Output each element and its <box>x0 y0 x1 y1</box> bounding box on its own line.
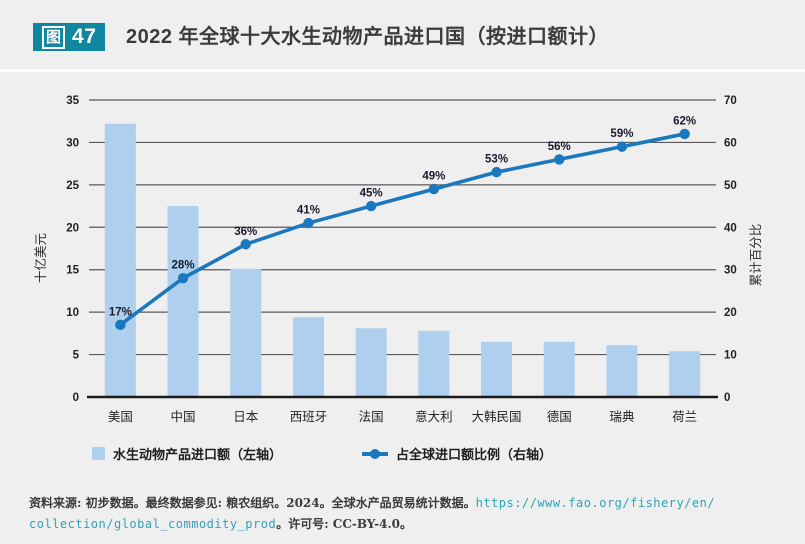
svg-text:20: 20 <box>724 307 737 319</box>
svg-text:10: 10 <box>66 307 79 319</box>
svg-text:大韩民国: 大韩民国 <box>472 409 522 424</box>
chart-svg: 0 5 10 15 20 25 30 35 0 10 20 30 40 50 60 70 美国 中国 日本 西班牙 法国… <box>33 95 763 424</box>
source-text-suffix: 。许可号: CC-BY-4.0。 <box>276 517 413 531</box>
source-text-prefix: 资料来源: 初步数据。最终数据参见: 粮农组织。2024。全球水产品贸易统计数据… <box>29 496 476 510</box>
bar-swatch-icon <box>92 447 105 460</box>
svg-text:49%: 49% <box>422 171 445 183</box>
svg-text:50: 50 <box>724 180 737 192</box>
svg-text:36%: 36% <box>234 226 257 238</box>
svg-text:累计百分比: 累计百分比 <box>749 224 763 287</box>
svg-text:40: 40 <box>724 222 737 234</box>
svg-text:法国: 法国 <box>359 410 384 424</box>
svg-text:0: 0 <box>73 392 79 404</box>
svg-text:45%: 45% <box>360 188 383 200</box>
source-url-line2[interactable]: collection/global_commodity_prod <box>29 517 277 531</box>
svg-text:20: 20 <box>66 222 79 234</box>
svg-text:0: 0 <box>724 392 730 404</box>
source-note: 资料来源: 初步数据。最终数据参见: 粮农组织。2024。全球水产品贸易统计数据… <box>29 493 791 535</box>
svg-text:17%: 17% <box>109 306 132 318</box>
svg-text:瑞典: 瑞典 <box>609 410 634 424</box>
svg-text:35: 35 <box>66 95 79 107</box>
line-marker-icon <box>362 447 388 460</box>
svg-text:10: 10 <box>724 350 737 362</box>
legend-label-line: 占全球进口额比例（右轴） <box>396 447 553 462</box>
svg-text:德国: 德国 <box>547 409 572 424</box>
svg-text:70: 70 <box>724 95 737 107</box>
svg-text:5: 5 <box>73 350 80 362</box>
svg-text:30: 30 <box>724 265 737 277</box>
svg-text:十亿美元: 十亿美元 <box>33 233 48 283</box>
svg-text:西班牙: 西班牙 <box>290 410 328 424</box>
svg-text:25: 25 <box>66 180 79 192</box>
header-divider <box>0 69 805 72</box>
svg-text:美国: 美国 <box>108 410 133 424</box>
legend-item-bars: 水生动物产品进口额（左轴） <box>92 444 282 463</box>
legend-item-line: 占全球进口额比例（右轴） <box>362 444 552 463</box>
svg-text:15: 15 <box>66 265 79 277</box>
legend-label-bars: 水生动物产品进口额（左轴） <box>113 447 283 462</box>
svg-text:41%: 41% <box>297 205 320 217</box>
svg-text:28%: 28% <box>172 260 195 272</box>
svg-text:53%: 53% <box>485 154 508 166</box>
svg-text:30: 30 <box>66 137 79 149</box>
svg-text:日本: 日本 <box>233 410 259 424</box>
svg-text:62%: 62% <box>673 115 696 127</box>
figure-badge: 图 47 <box>33 23 106 51</box>
svg-text:60: 60 <box>724 137 737 149</box>
source-url-line1[interactable]: https://www.fao.org/fishery/en/ <box>475 496 716 510</box>
figure-number: 47 <box>72 25 97 48</box>
svg-text:意大利: 意大利 <box>415 409 453 424</box>
svg-text:59%: 59% <box>610 128 633 140</box>
figure-label: 图 <box>42 25 66 49</box>
figure-title: 2022 年全球十大水生动物产品进口国（按进口额计） <box>126 26 610 48</box>
svg-text:中国: 中国 <box>171 409 196 424</box>
svg-text:56%: 56% <box>548 141 571 153</box>
svg-text:荷兰: 荷兰 <box>672 410 697 424</box>
